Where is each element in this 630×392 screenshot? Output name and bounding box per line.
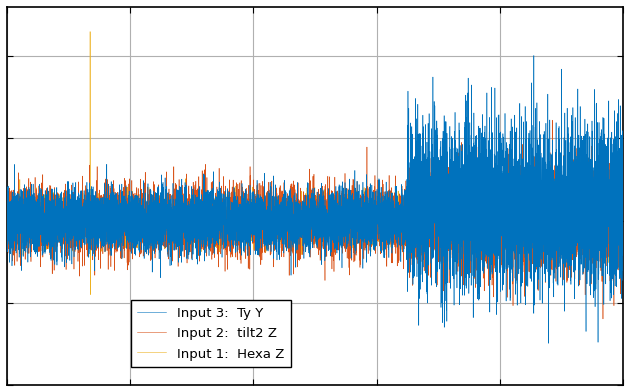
Input 2:  tilt2 Z: (414, 0.000358): tilt2 Z: (414, 0.000358) xyxy=(29,218,37,223)
Input 1:  Hexa Z: (1.96e+03, -0.0166): Hexa Z: (1.96e+03, -0.0166) xyxy=(124,221,132,226)
Input 3:  Ty Y: (598, -0.0289): Ty Y: (598, -0.0289) xyxy=(40,223,48,228)
Input 3:  Ty Y: (414, 0.0216): Ty Y: (414, 0.0216) xyxy=(29,215,37,220)
Input 2:  tilt2 Z: (45, 0.012): tilt2 Z: (45, 0.012) xyxy=(6,216,13,221)
Input 3:  Ty Y: (1.35e+03, 1.15): Ty Y: (1.35e+03, 1.15) xyxy=(86,29,94,34)
Input 2:  tilt2 Z: (9.47e+03, -0.159): tilt2 Z: (9.47e+03, -0.159) xyxy=(587,245,594,249)
Input 2:  tilt2 Z: (1.96e+03, 0.00178): tilt2 Z: (1.96e+03, 0.00178) xyxy=(124,218,132,223)
Input 2:  tilt2 Z: (1e+04, -0.251): tilt2 Z: (1e+04, -0.251) xyxy=(619,260,627,264)
Input 1:  Hexa Z: (598, -0.0215): Hexa Z: (598, -0.0215) xyxy=(40,222,48,227)
Input 1:  Hexa Z: (4.89e+03, 0.229): Hexa Z: (4.89e+03, 0.229) xyxy=(304,181,312,185)
Input 3:  Ty Y: (1.35e+03, -0.45): Ty Y: (1.35e+03, -0.45) xyxy=(86,292,94,297)
Input 3:  Ty Y: (45, -0.0468): Ty Y: (45, -0.0468) xyxy=(6,226,13,231)
Input 2:  tilt2 Z: (9.67e+03, -0.598): tilt2 Z: (9.67e+03, -0.598) xyxy=(599,317,607,321)
Input 2:  tilt2 Z: (8.85e+03, 0.611): tilt2 Z: (8.85e+03, 0.611) xyxy=(549,118,556,123)
Input 1:  Hexa Z: (8.55e+03, 1): Hexa Z: (8.55e+03, 1) xyxy=(530,53,537,58)
Input 1:  Hexa Z: (8.79e+03, -0.746): Hexa Z: (8.79e+03, -0.746) xyxy=(545,341,553,346)
Input 1:  Hexa Z: (414, -0.0863): Hexa Z: (414, -0.0863) xyxy=(29,232,37,237)
Input 1:  Hexa Z: (9.47e+03, 0.273): Hexa Z: (9.47e+03, 0.273) xyxy=(587,173,594,178)
Line: Input 2:  tilt2 Z: Input 2: tilt2 Z xyxy=(7,120,623,319)
Input 2:  tilt2 Z: (598, 0.0288): tilt2 Z: (598, 0.0288) xyxy=(40,214,48,218)
Input 1:  Hexa Z: (0, 0.0331): Hexa Z: (0, 0.0331) xyxy=(3,213,11,218)
Input 3:  Ty Y: (1e+04, 0.0419): Ty Y: (1e+04, 0.0419) xyxy=(619,211,627,216)
Input 3:  Ty Y: (4.89e+03, -0.0534): Ty Y: (4.89e+03, -0.0534) xyxy=(304,227,312,232)
Legend: Input 3:  Ty Y, Input 2:  tilt2 Z, Input 1:  Hexa Z: Input 3: Ty Y, Input 2: tilt2 Z, Input 1… xyxy=(130,300,291,367)
Line: Input 3:  Ty Y: Input 3: Ty Y xyxy=(7,32,623,295)
Input 3:  Ty Y: (0, 0.0323): Ty Y: (0, 0.0323) xyxy=(3,213,11,218)
Line: Input 1:  Hexa Z: Input 1: Hexa Z xyxy=(7,56,623,343)
Input 3:  Ty Y: (9.47e+03, 0.102): Ty Y: (9.47e+03, 0.102) xyxy=(587,201,594,206)
Input 3:  Ty Y: (1.96e+03, 0.0339): Ty Y: (1.96e+03, 0.0339) xyxy=(124,213,132,218)
Input 2:  tilt2 Z: (4.89e+03, 0.13): tilt2 Z: (4.89e+03, 0.13) xyxy=(304,197,312,201)
Input 2:  tilt2 Z: (0, -0.0678): tilt2 Z: (0, -0.0678) xyxy=(3,229,11,234)
Input 1:  Hexa Z: (45, 0.0901): Hexa Z: (45, 0.0901) xyxy=(6,203,13,208)
Input 1:  Hexa Z: (1e+04, 0.0439): Hexa Z: (1e+04, 0.0439) xyxy=(619,211,627,216)
